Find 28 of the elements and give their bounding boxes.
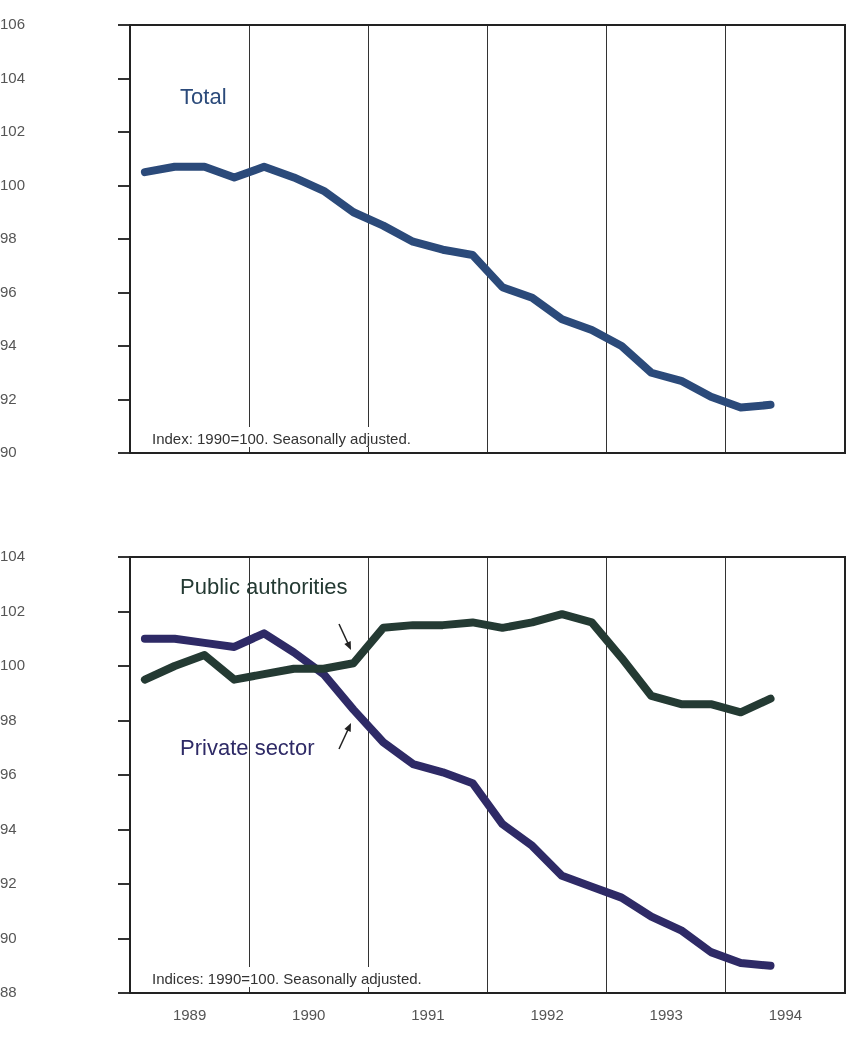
y-tick-label: 104 <box>0 68 26 86</box>
text: Total <box>180 83 227 109</box>
x-tick-label: 1991 <box>411 1006 445 1024</box>
x-tick-label: 1994 <box>768 1006 803 1024</box>
y-tick-label: 92 <box>0 874 17 892</box>
y-tick-label: 102 <box>0 601 26 619</box>
y-tick-label: 90 <box>0 443 17 461</box>
y-tick-label: 88 <box>0 983 17 1001</box>
x-tick-label: 1990 <box>292 1006 326 1024</box>
y-tick-label: 100 <box>0 656 26 674</box>
text: Private sector <box>180 734 315 760</box>
y-tick-label: 98 <box>0 229 17 247</box>
y-tick-label: 106 <box>0 15 26 33</box>
y-tick-label: 96 <box>0 282 17 300</box>
y-tick-label: 90 <box>0 928 17 946</box>
y-tick-label: 94 <box>0 336 17 354</box>
y-tick-label: 104 <box>0 547 26 565</box>
annotation: Index: 1990=100. Seasonally adjusted. <box>152 429 411 447</box>
y-tick-label: 94 <box>0 819 17 837</box>
y-tick-label: 100 <box>0 175 26 193</box>
y-tick-label: 98 <box>0 710 17 728</box>
x-tick-label: 1993 <box>649 1006 683 1024</box>
x-tick-label: 1989 <box>172 1006 207 1024</box>
y-tick-label: 96 <box>0 765 17 783</box>
annotation: Indices: 1990=100. Seasonally adjusted. <box>152 969 422 987</box>
y-tick-label: 92 <box>0 389 17 407</box>
y-tick-label: 102 <box>0 122 26 140</box>
x-tick-label: 1992 <box>530 1006 564 1024</box>
